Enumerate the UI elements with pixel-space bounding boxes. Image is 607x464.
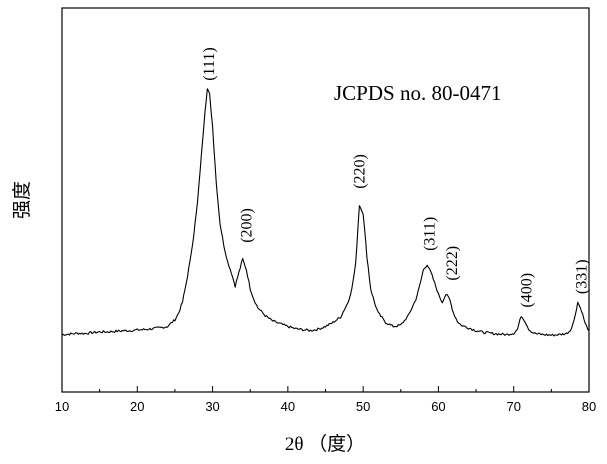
- peak-label-3: (311): [421, 217, 438, 251]
- x-tick-label-10: 10: [55, 399, 69, 414]
- y-axis-title: 强度: [11, 181, 33, 219]
- x-tick-label-70: 70: [506, 399, 520, 414]
- annotation-jcpds: JCPDS no. 80-0471: [334, 81, 501, 105]
- x-tick-label-20: 20: [130, 399, 144, 414]
- x-tick-label-50: 50: [356, 399, 370, 414]
- peak-label-6: (331): [574, 259, 591, 294]
- peak-label-5: (400): [519, 273, 536, 308]
- x-tick-label-30: 30: [205, 399, 219, 414]
- x-axis-title: 2θ （度）: [285, 433, 365, 455]
- x-tick-label-60: 60: [431, 399, 445, 414]
- x-axis-ticks: [62, 386, 589, 392]
- x-tick-label-80: 80: [582, 399, 596, 414]
- peak-label-2: (220): [351, 154, 368, 189]
- peak-label-0: (111): [201, 47, 218, 80]
- xrd-pattern-line: [62, 89, 589, 336]
- peak-label-1: (200): [238, 208, 255, 243]
- peak-label-4: (222): [444, 246, 461, 281]
- x-axis-tick-labels: 10 20 30 40 50 60 70 80: [55, 399, 596, 414]
- x-tick-label-40: 40: [281, 399, 295, 414]
